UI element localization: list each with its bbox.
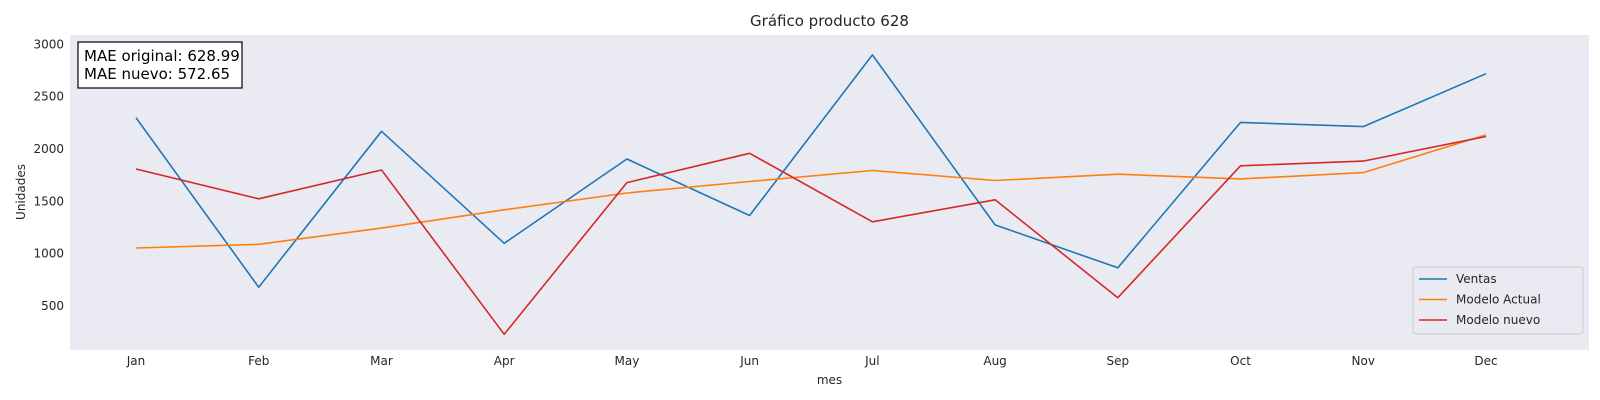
x-tick-label: Oct	[1230, 354, 1251, 368]
series-lines	[135, 54, 1487, 336]
y-tick-label: 2500	[33, 90, 64, 104]
y-tick-label: 3000	[33, 37, 64, 51]
series-line-ventas	[135, 54, 1487, 289]
legend-label: Ventas	[1456, 272, 1497, 286]
x-axis-label: mes	[817, 373, 842, 387]
x-tick-label: Feb	[248, 354, 269, 368]
legend-label: Modelo Actual	[1456, 293, 1541, 307]
mae-annotation: MAE original: 628.99 MAE nuevo: 572.65	[77, 41, 243, 89]
plot-area	[70, 35, 1589, 350]
series-line-modelo-actual	[135, 134, 1487, 249]
y-tick-label: 2000	[33, 142, 64, 156]
x-tick-label: Apr	[494, 354, 515, 368]
x-tick-label: Sep	[1107, 354, 1130, 368]
x-tick-labels: Jan Feb Mar Apr May Jun Jul Aug Sep Oct Nov Dec	[126, 354, 1498, 368]
y-tick-label: 1000	[33, 247, 64, 261]
y-tick-label: 500	[41, 299, 64, 313]
y-tick-labels: 500 1000 1500 2000 2500 3000	[33, 37, 64, 313]
x-tick-label: Dec	[1474, 354, 1497, 368]
x-tick-label: Jan	[126, 354, 146, 368]
series-line-modelo-nuevo	[135, 135, 1487, 336]
y-tick-label: 1500	[33, 194, 64, 208]
x-tick-label: Nov	[1352, 354, 1375, 368]
x-tick-label: Mar	[370, 354, 393, 368]
x-tick-label: Aug	[983, 354, 1006, 368]
y-axis-label: Unidades	[14, 164, 28, 220]
mae-annotation-box	[77, 41, 243, 89]
chart-title: Gráfico producto 628	[750, 12, 909, 30]
x-tick-label: Jun	[739, 354, 759, 368]
mae-nuevo-text: MAE nuevo: 572.65	[84, 65, 230, 83]
legend: Ventas Modelo Actual Modelo nuevo	[1412, 266, 1584, 335]
legend-box	[1412, 266, 1584, 335]
legend-label: Modelo nuevo	[1456, 313, 1540, 327]
x-tick-label: Jul	[864, 354, 879, 368]
mae-original-text: MAE original: 628.99	[84, 47, 240, 65]
x-tick-label: May	[615, 354, 640, 368]
